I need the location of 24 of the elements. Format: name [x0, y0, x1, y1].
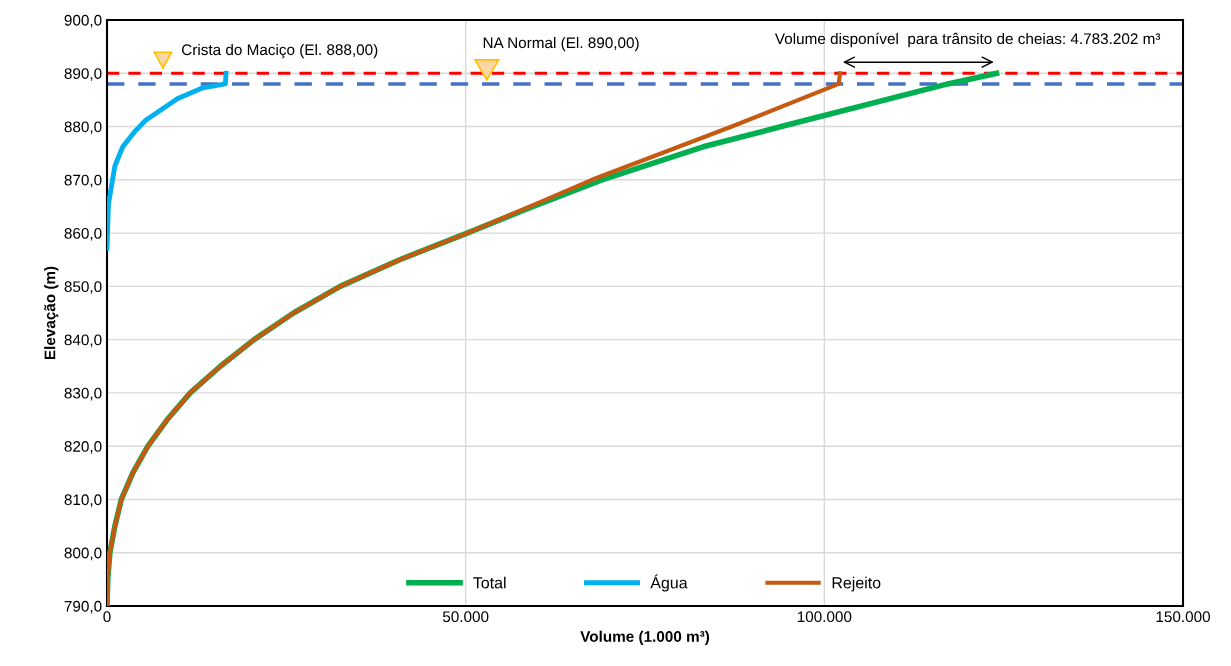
- y-tick-label: 900,0: [64, 14, 102, 28]
- x-tick-label: 50.000: [442, 611, 489, 623]
- y-tick-label: 870,0: [64, 174, 102, 188]
- y-tick-label: 890,0: [64, 68, 102, 81]
- y-tick-label: 830,0: [64, 387, 102, 401]
- ref-line-label: NA Normal (El. 890,00): [483, 36, 639, 52]
- x-tick-label: 0: [103, 611, 111, 623]
- legend-label: Água: [650, 574, 688, 592]
- annotation: Volume disponível para trânsito de cheias: 4.783.202 m³: [774, 32, 1161, 48]
- x-axis-title: Volume (1.000 m³): [580, 630, 710, 645]
- legend-label: Rejeito: [832, 576, 881, 592]
- y-tick-label: 820,0: [64, 441, 102, 454]
- x-tick-label: 100.000: [797, 611, 852, 623]
- y-tick-label: 850,0: [64, 281, 102, 294]
- y-tick-label: 790,0: [64, 600, 102, 614]
- y-axis-title: Elevação (m): [44, 266, 59, 360]
- legend-label: Total: [473, 576, 506, 589]
- y-tick-label: 880,0: [64, 121, 102, 135]
- x-tick-label: 150.000: [1156, 611, 1211, 623]
- y-tick-label: 800,0: [64, 547, 102, 561]
- y-tick-label: 860,0: [64, 227, 102, 241]
- y-tick-label: 840,0: [64, 334, 102, 348]
- y-tick-label: 810,0: [64, 494, 102, 507]
- ref-line-label: Crista do Maciço (El. 888,00): [182, 43, 378, 59]
